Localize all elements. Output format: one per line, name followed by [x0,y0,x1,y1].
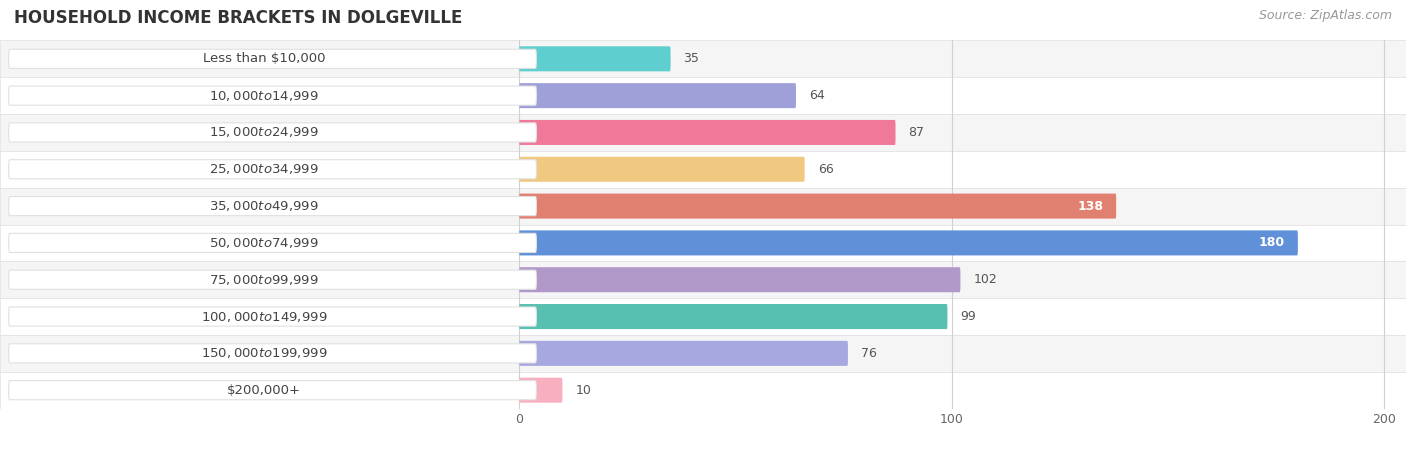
FancyBboxPatch shape [0,188,1406,224]
FancyBboxPatch shape [8,197,537,216]
FancyBboxPatch shape [519,83,796,108]
FancyBboxPatch shape [0,372,1406,409]
FancyBboxPatch shape [0,298,1406,335]
Text: 87: 87 [908,126,925,139]
Text: HOUSEHOLD INCOME BRACKETS IN DOLGEVILLE: HOUSEHOLD INCOME BRACKETS IN DOLGEVILLE [14,9,463,27]
FancyBboxPatch shape [0,40,1406,77]
Text: $75,000 to $99,999: $75,000 to $99,999 [209,273,319,287]
Text: 99: 99 [960,310,976,323]
Text: $200,000+: $200,000+ [226,384,301,396]
Text: Less than $10,000: Less than $10,000 [202,53,325,65]
FancyBboxPatch shape [519,230,1298,255]
Text: 102: 102 [973,273,997,286]
FancyBboxPatch shape [0,261,1406,298]
FancyBboxPatch shape [519,267,960,292]
Text: $10,000 to $14,999: $10,000 to $14,999 [209,88,319,103]
FancyBboxPatch shape [8,233,537,252]
FancyBboxPatch shape [519,120,896,145]
Text: 180: 180 [1258,237,1285,249]
Text: $35,000 to $49,999: $35,000 to $49,999 [209,199,319,213]
FancyBboxPatch shape [8,86,537,105]
Text: 10: 10 [575,384,592,396]
FancyBboxPatch shape [519,378,562,403]
Text: $150,000 to $199,999: $150,000 to $199,999 [201,346,328,361]
FancyBboxPatch shape [519,304,948,329]
Text: 138: 138 [1077,200,1104,212]
FancyBboxPatch shape [8,49,537,68]
FancyBboxPatch shape [0,151,1406,188]
FancyBboxPatch shape [8,123,537,142]
Text: $25,000 to $34,999: $25,000 to $34,999 [209,162,319,176]
FancyBboxPatch shape [8,270,537,289]
FancyBboxPatch shape [0,114,1406,151]
FancyBboxPatch shape [8,344,537,363]
FancyBboxPatch shape [519,194,1116,219]
Text: 64: 64 [808,89,825,102]
Text: $15,000 to $24,999: $15,000 to $24,999 [209,125,319,140]
FancyBboxPatch shape [0,77,1406,114]
Text: $100,000 to $149,999: $100,000 to $149,999 [201,309,328,324]
Text: $50,000 to $74,999: $50,000 to $74,999 [209,236,319,250]
Text: 35: 35 [683,53,699,65]
FancyBboxPatch shape [0,224,1406,261]
FancyBboxPatch shape [8,381,537,400]
Text: 76: 76 [860,347,877,360]
Text: 66: 66 [818,163,834,176]
FancyBboxPatch shape [0,335,1406,372]
FancyBboxPatch shape [8,160,537,179]
FancyBboxPatch shape [519,157,804,182]
FancyBboxPatch shape [8,307,537,326]
FancyBboxPatch shape [519,341,848,366]
FancyBboxPatch shape [519,46,671,71]
Text: Source: ZipAtlas.com: Source: ZipAtlas.com [1258,9,1392,22]
